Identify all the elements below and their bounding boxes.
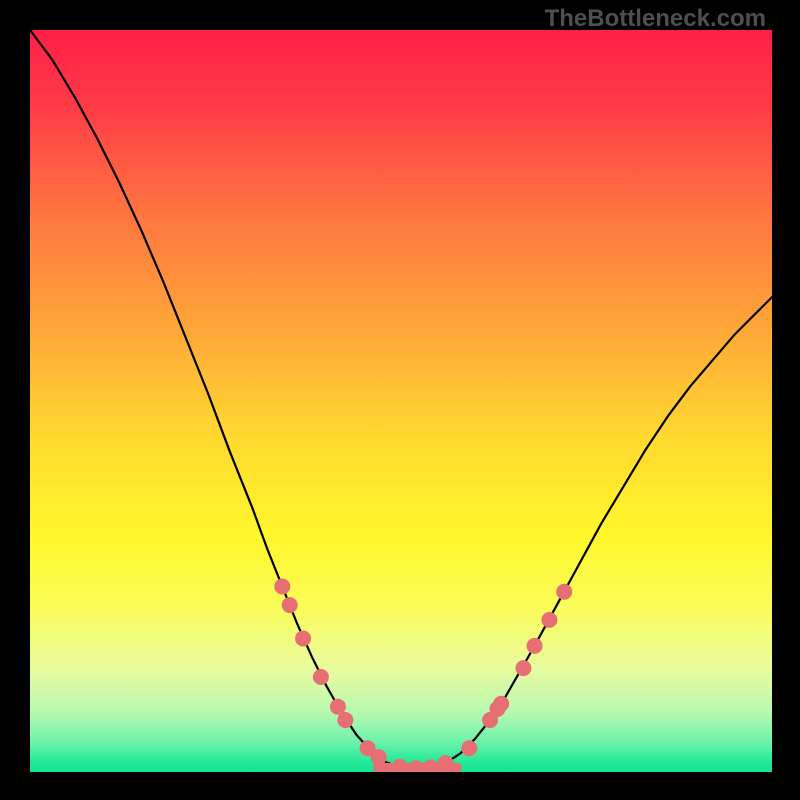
- data-marker: [527, 638, 543, 654]
- data-marker: [274, 579, 290, 595]
- data-marker: [392, 759, 408, 772]
- data-marker: [515, 660, 531, 676]
- data-marker: [282, 597, 298, 613]
- data-marker: [313, 669, 329, 685]
- data-marker: [438, 755, 454, 771]
- data-marker: [556, 584, 572, 600]
- data-marker: [423, 760, 439, 772]
- data-marker: [493, 696, 509, 712]
- data-marker: [295, 630, 311, 646]
- bottleneck-curve: [30, 30, 772, 768]
- data-marker: [461, 740, 477, 756]
- data-marker: [408, 760, 424, 772]
- plot-area: [30, 30, 772, 772]
- data-marker: [371, 749, 387, 765]
- data-marker: [337, 712, 353, 728]
- data-marker: [541, 612, 557, 628]
- watermark-text: TheBottleneck.com: [545, 5, 766, 33]
- chart-svg: [30, 30, 772, 772]
